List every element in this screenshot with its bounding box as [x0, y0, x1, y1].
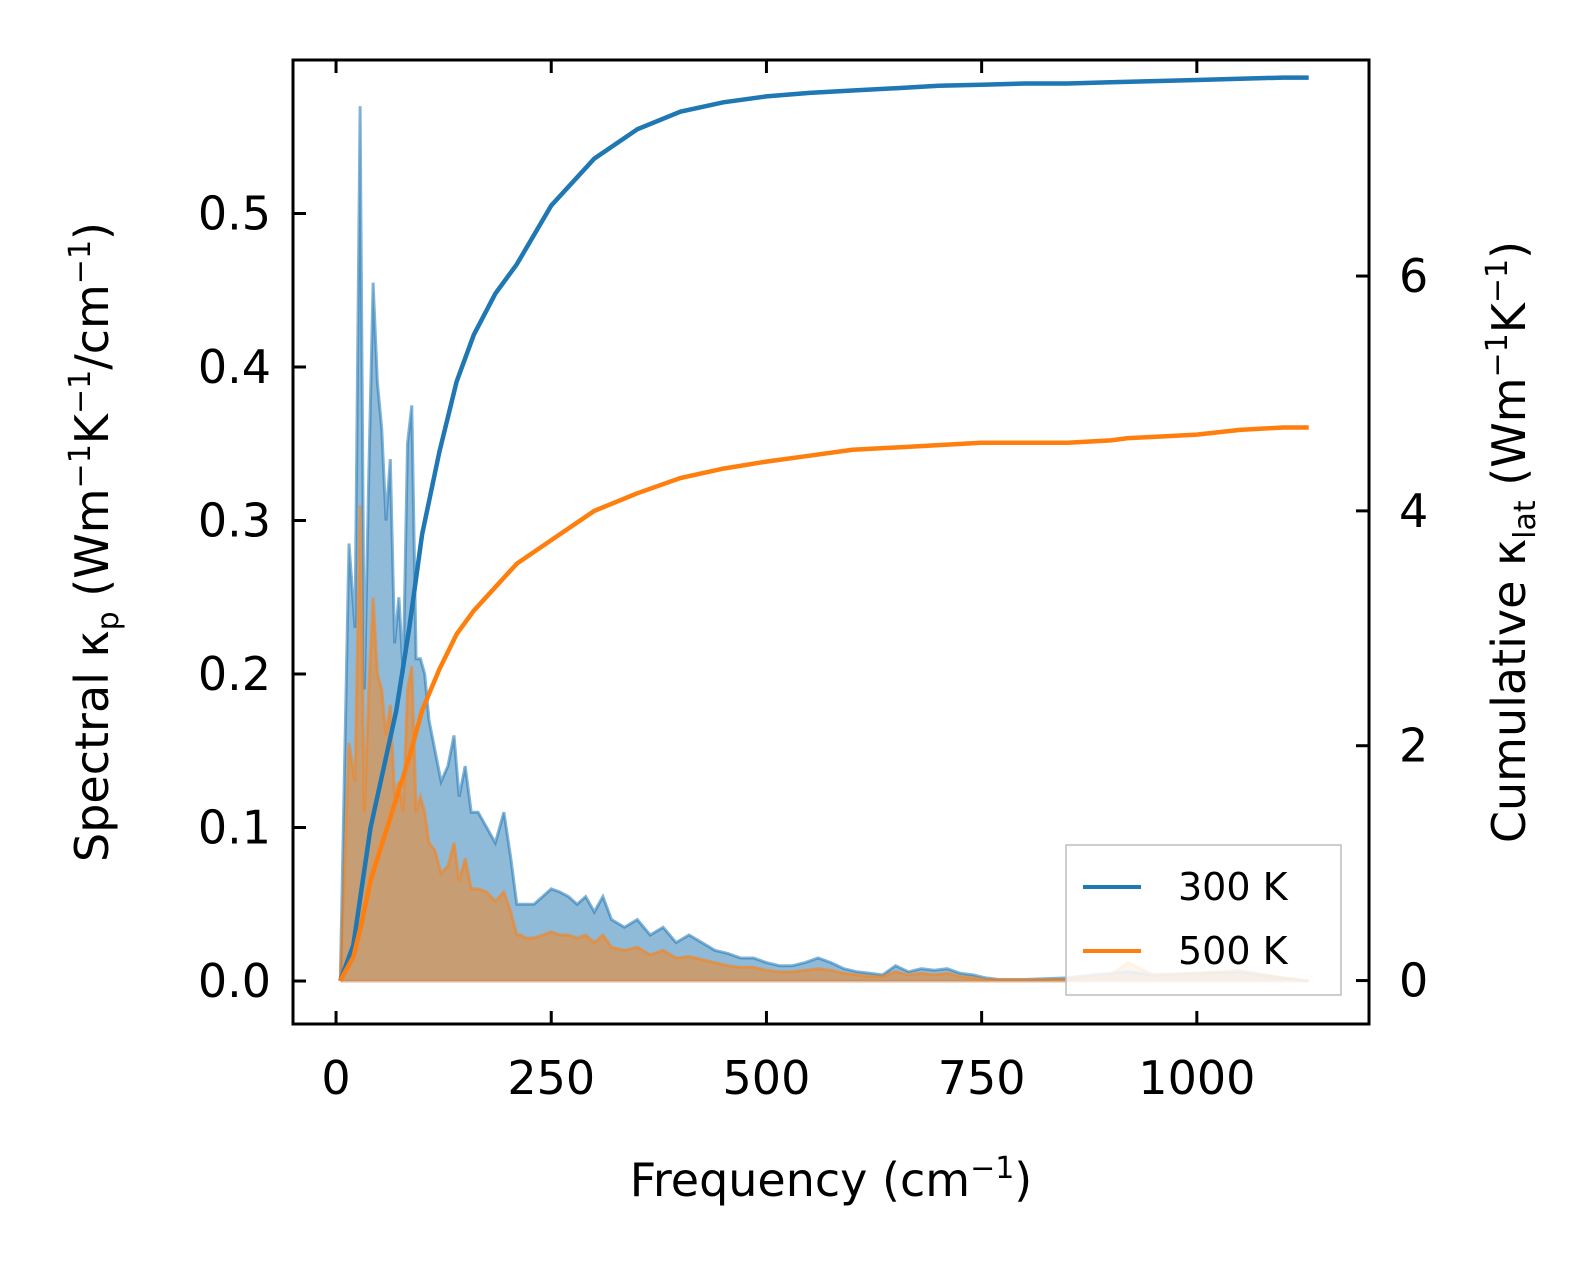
y-left-tick-label: 0.2 [198, 647, 271, 701]
y-right-tick-label: 2 [1399, 719, 1428, 773]
cumulative-line-layer [338, 75, 1309, 982]
y-left-tick-label: 0.0 [198, 954, 271, 1008]
y-left-axis-ticks: 0.0 0.1 0.2 0.3 0.4 0.5 [198, 187, 306, 1008]
spectral-line-500k [338, 505, 1309, 983]
y-right-tick-label: 6 [1399, 249, 1428, 303]
x-tick-label: 0 [321, 1051, 350, 1105]
legend: 300 K 500 K [1065, 844, 1342, 996]
spectral-fill-layer [340, 106, 1309, 982]
y-left-axis-label: Spectral κp (Wm−1K−1/cm−1) [63, 222, 126, 862]
cumulative-line-500k [338, 425, 1309, 982]
legend-label-300k: 300 K [1178, 865, 1289, 909]
y-left-tick-label: 0.5 [198, 187, 271, 241]
x-tick-label: 250 [507, 1051, 595, 1105]
spectral-fill-500k [340, 505, 1309, 981]
x-tick-label: 500 [723, 1051, 811, 1105]
y-right-axis-ticks: 0 2 4 6 [1356, 249, 1428, 1008]
x-tick-label: 750 [938, 1051, 1026, 1105]
plot-frame [291, 58, 1371, 1026]
spectral-line-300k [338, 106, 1309, 983]
x-axis-ticks: 0 250 500 750 1000 [321, 60, 1255, 1105]
cumulative-line-300k [338, 75, 1309, 982]
x-tick-label: 1000 [1138, 1051, 1255, 1105]
y-right-tick-label: 0 [1399, 954, 1428, 1008]
y-left-tick-label: 0.1 [198, 801, 271, 855]
legend-label-500k: 500 K [1178, 929, 1289, 973]
x-axis-label: Frequency (cm−1) [630, 1151, 1033, 1207]
y-left-tick-label: 0.3 [198, 494, 271, 548]
legend-box [1065, 844, 1342, 996]
y-right-tick-label: 4 [1399, 484, 1428, 538]
y-left-tick-label: 0.4 [198, 340, 271, 394]
y-right-axis-label: Cumulative κlat (Wm−1K−1) [1480, 241, 1543, 843]
